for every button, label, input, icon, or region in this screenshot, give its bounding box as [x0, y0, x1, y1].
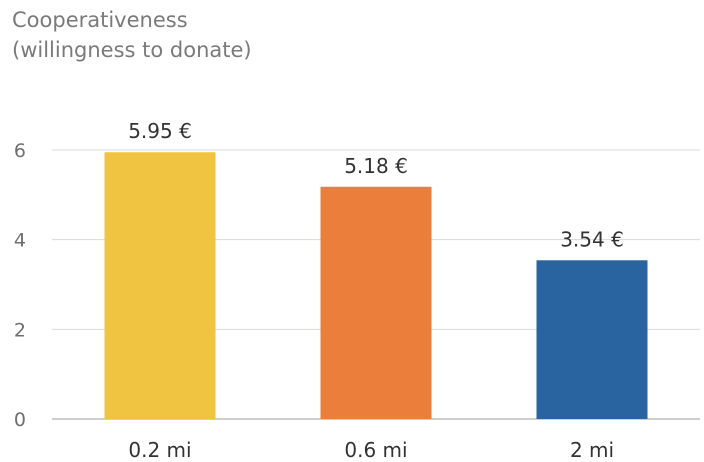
x-axis-ticks: 0.2 mi 0.6 mi 2 mi — [128, 438, 614, 462]
bar-0-6-mi — [320, 186, 432, 419]
data-label: 3.54 € — [560, 227, 624, 251]
y-axis-ticks: 0 2 4 6 — [14, 140, 26, 431]
y-tick-label: 6 — [14, 140, 26, 162]
chart-title-line-1: Cooperativeness — [12, 8, 188, 32]
y-tick-label: 2 — [14, 319, 26, 341]
data-label: 5.18 € — [344, 154, 408, 178]
bar-0-2-mi — [104, 152, 216, 419]
x-tick-label: 0.6 mi — [344, 438, 407, 462]
x-tick-label: 2 mi — [570, 438, 614, 462]
bars — [104, 152, 648, 419]
data-label: 5.95 € — [128, 119, 192, 143]
x-tick-label: 0.2 mi — [128, 438, 191, 462]
chart-title-line-2: (willingness to donate) — [12, 38, 252, 62]
y-tick-label: 0 — [14, 409, 26, 431]
bar-2-mi — [536, 260, 648, 419]
y-tick-label: 4 — [14, 230, 26, 252]
data-labels: 5.95 € 5.18 € 3.54 € — [128, 119, 624, 251]
